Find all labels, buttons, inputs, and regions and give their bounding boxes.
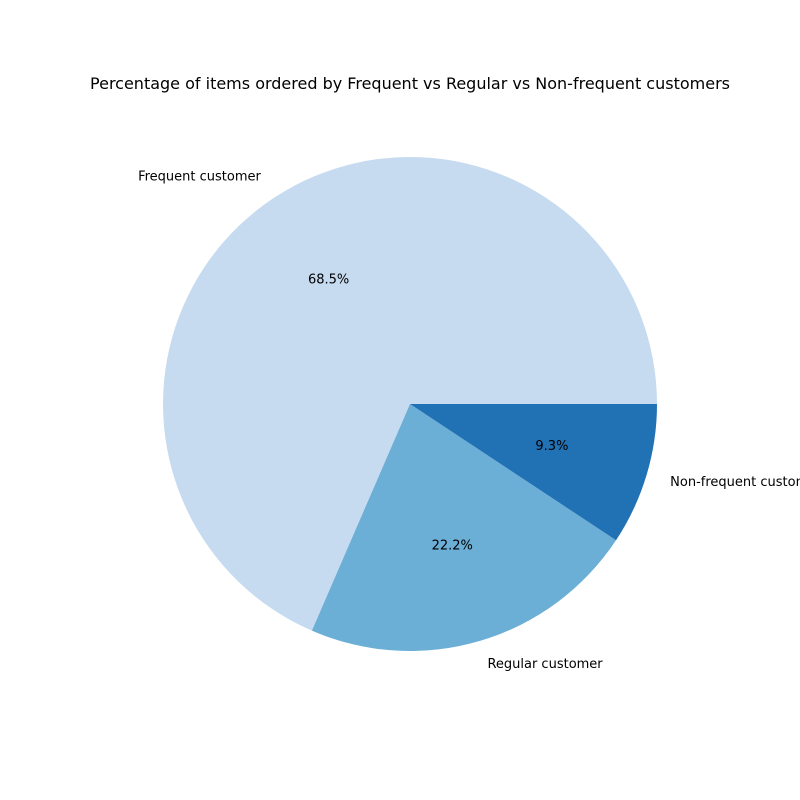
- slice-category-label: Frequent customer: [138, 169, 261, 184]
- pie-slice-non-frequent-customer: [410, 404, 657, 541]
- pie-slice-regular-customer: [311, 404, 617, 651]
- chart-title: Percentage of items ordered by Frequent …: [90, 74, 730, 93]
- pie-slices: [163, 157, 657, 651]
- slice-percent-label: 9.3%: [535, 439, 568, 454]
- slice-category-label: Regular customer: [487, 657, 603, 672]
- pie-slice-frequent-customer: [163, 157, 657, 631]
- slice-percent-label: 68.5%: [308, 273, 349, 288]
- pie-labels: Frequent customer 68.5% Regular customer 22…: [138, 169, 800, 672]
- slice-percent-label: 22.2%: [432, 539, 473, 554]
- slice-category-label: Non-frequent customer: [670, 475, 800, 490]
